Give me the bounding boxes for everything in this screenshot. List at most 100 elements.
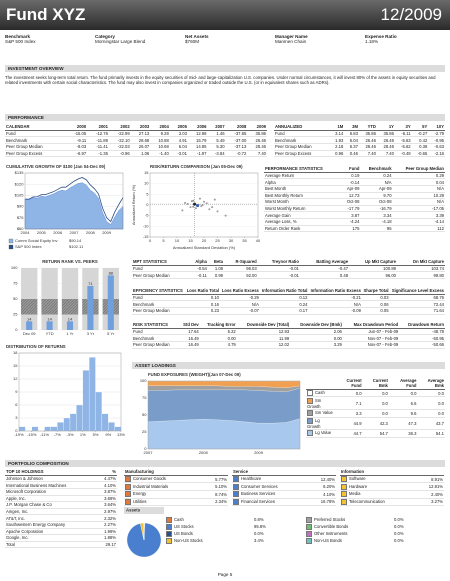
header-cell: MPT STATISTICS [132, 259, 189, 266]
cell: 8.74% [203, 490, 228, 499]
table-row: Amgen, Inc. 2.97% [5, 508, 117, 516]
x-tick-label: 5 [162, 238, 165, 243]
x-tick-label: 20 [202, 238, 207, 243]
area [147, 387, 301, 424]
cell: Average Gain [264, 211, 342, 219]
sector-table: Service Healthcare 12.40% Consumer Services… [232, 469, 336, 507]
bar [95, 391, 103, 432]
cell: -4.24 [341, 218, 361, 226]
cell: Peer Group Excess [274, 150, 330, 158]
cell: 42.3 [362, 417, 389, 431]
info-label: Benchmark [5, 34, 31, 39]
header-cell: YTD [358, 124, 377, 131]
info-value: $760M [185, 39, 200, 44]
x-tick-label: -11% [40, 432, 49, 437]
cell: 44.9 [335, 417, 363, 431]
cell: 0.05 [361, 307, 390, 315]
data-table: Manufacturing Consumer Goods 5.77% Industri… [124, 469, 228, 507]
x-tick-label: Dec 09 [23, 331, 36, 336]
asset-value: 0.0% [394, 524, 404, 530]
chart: Assets [124, 507, 164, 558]
asset-item: Non-US Bonds 0.0% [306, 538, 441, 544]
header-cell: 5Y [411, 124, 429, 131]
cell: 0.48 [299, 271, 350, 279]
bar [107, 275, 114, 330]
table-row: Johnson & Johnson 4.47% [5, 475, 117, 483]
header-cell: 2006 [187, 124, 208, 131]
point [193, 202, 197, 206]
asset-name: Non-US Bonds [314, 538, 342, 544]
table-row: Google, Inc. 1.88% [5, 534, 117, 542]
swatch [166, 531, 172, 537]
cell: N/A [219, 300, 260, 308]
asset-name: US Bonds [174, 531, 193, 537]
quartile-box [21, 299, 38, 315]
cell: 100.89 [349, 265, 397, 273]
sector-name: Consumer Services [241, 483, 278, 489]
cell: -37.00 [225, 136, 248, 144]
cell: 2.06 [290, 328, 343, 336]
cell: 2.97% [96, 508, 117, 516]
cell: 0.24 [259, 300, 309, 308]
y-tick-label: 0 [15, 327, 18, 332]
chart: RISK/RETURN COMPARISON (Jan 05-Dec 09) -1… [131, 164, 261, 250]
chart: DISTRIBUTION OF RETURNS 0 3 6 9 12 15 18 -19% -15… [6, 344, 125, 437]
sector-table: Information Software 8.91% Hardware 12.91% Me… [340, 469, 444, 507]
y-tick-label: $135 [15, 170, 25, 175]
table-row: Average Gain 3.87 3.34 3.39 [264, 211, 445, 219]
report-date: 12/2009 [380, 5, 442, 24]
sector-name: Consumer Goods [133, 476, 166, 482]
header-cell: EFFICIENCY STATISTICS [132, 288, 185, 295]
table-row: International Business Machines 4.10% [5, 481, 117, 489]
cell: -48.78 [399, 328, 445, 336]
table-row: Peer Group Median 16.49 4.79 12.02 3.29 Nov-0… [132, 341, 445, 349]
asset-value: 0.8% [254, 517, 264, 523]
cell: 43.7 [417, 417, 445, 431]
point [192, 205, 195, 208]
cell: -15.05 [65, 130, 88, 138]
point [205, 202, 208, 205]
cell: 54.7 [362, 429, 389, 438]
cell: Oct-08 [360, 198, 393, 206]
cell: 0.0 [417, 396, 445, 410]
y-tick-label: $120 [15, 181, 25, 186]
cell: 7.1 [335, 396, 363, 410]
x-tick-label: 2007 [70, 230, 80, 235]
y-tick-label: 0 [146, 202, 149, 207]
cell: Software [340, 475, 417, 484]
header-cell: 2009 [247, 124, 267, 131]
cell: -0.49 [394, 150, 412, 158]
plot-frame [24, 172, 124, 230]
x-tick-label: YTD [46, 331, 54, 336]
asset-value: 0.0% [394, 517, 404, 523]
cell: Benchmark [274, 136, 330, 144]
header-cell: RISK STATISTICS [132, 322, 179, 329]
bar [82, 370, 90, 432]
header-cell: PERFORMANCE STATISTICS [264, 166, 342, 173]
cell: 6.04 [344, 136, 359, 144]
chart-title: DISTRIBUTION OF RETURNS [6, 344, 66, 349]
cell: 4.91 [169, 136, 188, 144]
table-row: Average Return 0.19 0.24 0.29 [264, 172, 445, 180]
cell: 3.03 [169, 130, 188, 138]
cell: 29.17 [96, 541, 117, 549]
x-tick-label: 2009 [102, 230, 112, 235]
cell: 5.22 [199, 328, 237, 336]
table-row: Benchmark 0.16 N/A 0.24 N/A 0.06 72.44 [132, 300, 445, 308]
section-header: PORTFOLIO COMPOSITION [5, 460, 445, 467]
table-row: Business Services 4.10% [232, 490, 336, 499]
cell: Fund [132, 328, 179, 336]
sector-name: Energy [133, 491, 147, 497]
cell: Apache Corporation [5, 528, 97, 536]
header-cell: Manufacturing [124, 469, 228, 476]
y-tick-label: 12 [13, 376, 18, 381]
cell: 15.79 [187, 136, 208, 144]
y-tick-label: 18 [13, 350, 18, 355]
x-tick-label: 35 [242, 238, 247, 243]
cell: Alpha [264, 178, 342, 186]
table-row: Benchmark -9.11 -11.89 -22.10 28.68 10.88 4.91… [5, 136, 267, 144]
area [147, 418, 301, 450]
x-tick-label: 9% [105, 432, 111, 437]
asset-item: Other Instruments 0.0% [306, 531, 441, 537]
cell: 0.0 [362, 389, 389, 398]
